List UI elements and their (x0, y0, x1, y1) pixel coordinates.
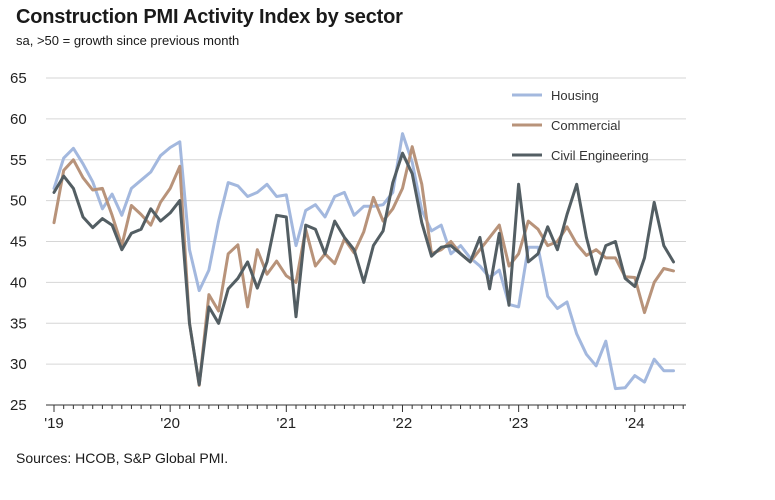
chart-subtitle: sa, >50 = growth since previous month (16, 33, 240, 48)
y-tick-label: 50 (10, 193, 27, 210)
y-tick-label: 55 (10, 152, 27, 169)
x-tick-label: '20 (160, 415, 180, 432)
series-line-commercial (52, 145, 675, 387)
series-line-housing (52, 132, 675, 391)
x-tick-label: '24 (625, 415, 645, 432)
y-tick-label: 45 (10, 234, 27, 251)
x-tick-label: '21 (277, 415, 297, 432)
chart-title: Construction PMI Activity Index by secto… (16, 6, 403, 28)
gridlines (46, 77, 686, 365)
line-chart: 25 30 35 40 45 50 55 60 65 '19 '20 '21 '22 '23 '24 Ho… (10, 70, 686, 432)
y-tick-label: 65 (10, 70, 27, 87)
series-lines (52, 132, 675, 391)
legend: Housing Commercial Civil Engineering (512, 88, 649, 163)
x-axis: '19 '20 '21 '22 '23 '24 (44, 404, 686, 432)
source-note: Sources: HCOB, S&P Global PMI. (16, 450, 229, 466)
legend-label-housing: Housing (551, 88, 599, 103)
x-tick-label: '23 (509, 415, 529, 432)
y-tick-label: 40 (10, 274, 27, 291)
y-tick-label: 25 (10, 397, 27, 414)
y-tick-label: 35 (10, 315, 27, 332)
y-axis-ticks: 25 30 35 40 45 50 55 60 65 (10, 70, 27, 414)
x-tick-label: '22 (393, 415, 413, 432)
legend-label-civil-engineering: Civil Engineering (551, 148, 649, 163)
x-tick-label: '19 (44, 415, 64, 432)
y-tick-label: 30 (10, 356, 27, 373)
series-line-civil-engineering (52, 151, 675, 387)
y-tick-label: 60 (10, 111, 27, 128)
legend-label-commercial: Commercial (551, 118, 620, 133)
